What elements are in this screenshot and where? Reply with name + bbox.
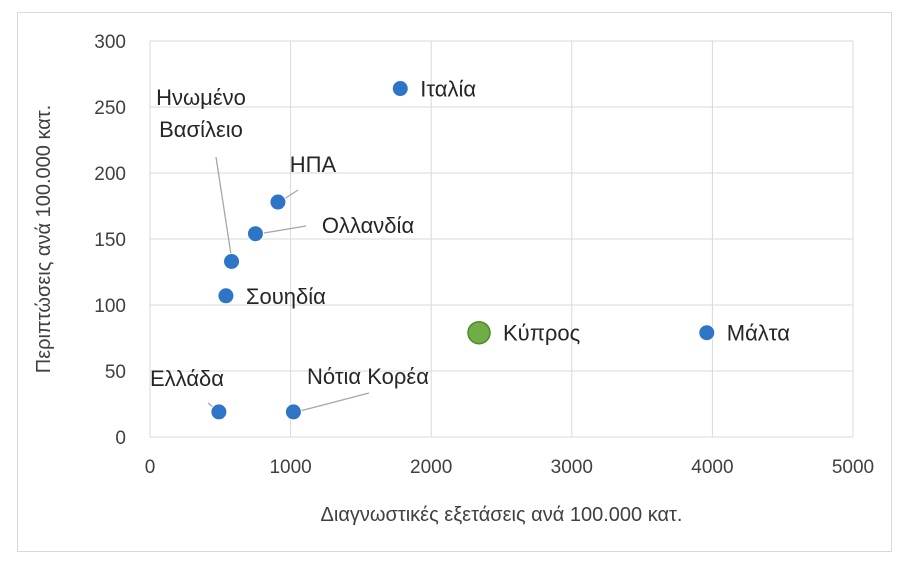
x-axis-ticks: 0 1000 2000 3000 4000 5000 (145, 457, 874, 478)
leader-line (299, 392, 370, 412)
scatter-chart: 0 1000 2000 3000 4000 5000 0 50 100 150 200 250 300… (33, 32, 874, 526)
data-label-line: Ηνωμένο (156, 85, 246, 110)
data-label: Ηνωμένο Βασίλειο (156, 85, 246, 142)
data-point (284, 403, 302, 421)
gridlines (149, 40, 854, 438)
x-tick-label: 0 (145, 457, 156, 478)
x-axis-title: Διαγνωστικές εξετάσεις ανά 100.000 κατ. (321, 504, 683, 526)
data-point (698, 324, 716, 342)
data-label: Μάλτα (727, 321, 790, 346)
data-labels: Ιταλία Ηνωμένο Βασίλειο ΗΠΑ Ολλανδία Σουηδία Κ… (150, 77, 790, 391)
data-point-highlight (467, 320, 491, 345)
data-label: Κύπρος (503, 321, 580, 346)
leader-line (263, 225, 307, 234)
data-label: Ιταλία (420, 77, 476, 102)
y-tick-label: 200 (94, 164, 126, 185)
data-points (210, 80, 716, 421)
data-point (217, 287, 235, 305)
y-tick-label: 250 (94, 98, 126, 119)
leader-line (215, 156, 233, 262)
y-tick-label: 300 (94, 32, 126, 53)
data-point (210, 403, 228, 421)
data-label: Σουηδία (246, 284, 326, 309)
y-tick-label: 0 (115, 428, 126, 449)
data-label: ΗΠΑ (290, 152, 337, 177)
y-axis-title: Περιπτώσεις ανά 100.000 κατ. (33, 105, 55, 373)
x-tick-label: 1000 (269, 457, 311, 478)
data-label: Ολλανδία (322, 213, 415, 238)
data-label-line: Βασίλειο (159, 117, 243, 142)
x-tick-label: 5000 (832, 457, 874, 478)
data-point (223, 252, 241, 270)
data-label: Ελλάδα (150, 366, 224, 391)
x-tick-label: 2000 (410, 457, 452, 478)
y-tick-label: 50 (105, 362, 126, 383)
x-tick-label: 4000 (691, 457, 733, 478)
y-tick-label: 100 (94, 296, 126, 317)
data-point (246, 225, 264, 243)
y-tick-label: 150 (94, 230, 126, 251)
data-point (269, 193, 287, 211)
chart-frame: 0 1000 2000 3000 4000 5000 0 50 100 150 200 250 300… (17, 12, 892, 552)
data-point (391, 80, 409, 98)
y-axis-ticks: 0 50 100 150 200 250 300 (94, 32, 126, 449)
x-tick-label: 3000 (551, 457, 593, 478)
data-label: Νότια Κορέα (307, 364, 429, 389)
